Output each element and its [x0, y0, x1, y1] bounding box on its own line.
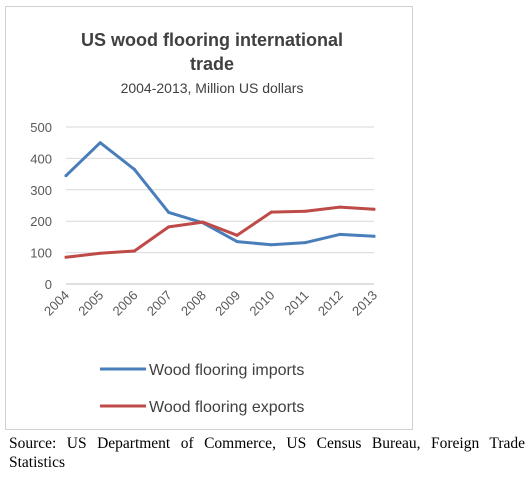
- data-point-wood-flooring-exports: [201, 220, 205, 224]
- data-point-wood-flooring-exports: [235, 233, 239, 237]
- data-point-wood-flooring-imports: [269, 243, 273, 247]
- data-point-wood-flooring-exports: [167, 225, 171, 229]
- data-point-wood-flooring-exports: [132, 249, 136, 253]
- legend-label-imports: Wood flooring imports: [149, 362, 304, 379]
- data-point-wood-flooring-exports: [64, 255, 68, 259]
- x-axis-ticks: 2004 2005 2006 2007 2008 2009 2010 2011 2012 2013: [41, 288, 380, 319]
- series-lines: [64, 141, 376, 259]
- y-tick-label: 400: [30, 151, 52, 166]
- x-tick-label: 2008: [178, 288, 209, 319]
- y-tick-label: 300: [30, 183, 52, 198]
- data-point-wood-flooring-imports: [372, 234, 376, 238]
- y-tick-label: 200: [30, 214, 52, 229]
- x-tick-label: 2012: [315, 288, 346, 319]
- legend: Wood flooring imports Wood flooring expo…: [100, 362, 304, 416]
- series-line-wood-flooring-exports: [64, 205, 376, 259]
- chart-title-line-2: trade: [190, 54, 234, 74]
- x-tick-label: 2010: [246, 288, 277, 319]
- chart-subtitle: 2004-2013, Million US dollars: [121, 80, 304, 96]
- data-point-wood-flooring-exports: [338, 205, 342, 209]
- x-tick-label: 2006: [110, 288, 141, 319]
- data-point-wood-flooring-imports: [132, 167, 136, 171]
- chart-frame: US wood flooring international trade 200…: [5, 6, 413, 430]
- data-point-wood-flooring-exports: [98, 251, 102, 255]
- line-chart: US wood flooring international trade 200…: [30, 30, 380, 416]
- legend-label-exports: Wood flooring exports: [149, 399, 304, 416]
- x-tick-label: 2011: [281, 288, 311, 318]
- source-note: Source: US Department of Commerce, US Ce…: [9, 435, 525, 471]
- data-point-wood-flooring-exports: [304, 209, 308, 213]
- data-point-wood-flooring-exports: [372, 207, 376, 211]
- x-tick-label: 2007: [144, 288, 175, 319]
- y-tick-label: 500: [30, 120, 52, 135]
- data-point-wood-flooring-imports: [338, 232, 342, 236]
- x-tick-label: 2013: [349, 288, 380, 319]
- x-tick-label: 2005: [75, 288, 106, 319]
- x-tick-label: 2004: [41, 288, 72, 319]
- x-tick-label: 2009: [212, 288, 243, 319]
- data-point-wood-flooring-imports: [98, 141, 102, 145]
- y-tick-label: 0: [45, 277, 52, 292]
- y-tick-label: 100: [30, 246, 52, 261]
- data-point-wood-flooring-imports: [304, 241, 308, 245]
- data-point-wood-flooring-imports: [235, 240, 239, 244]
- data-point-wood-flooring-exports: [269, 210, 273, 214]
- series-line-wood-flooring-imports: [64, 141, 376, 247]
- data-point-wood-flooring-imports: [167, 210, 171, 214]
- y-axis-ticks: 0 100 200 300 400 500: [30, 120, 52, 292]
- chart-title-line-1: US wood flooring international: [81, 30, 343, 50]
- data-point-wood-flooring-imports: [64, 174, 68, 178]
